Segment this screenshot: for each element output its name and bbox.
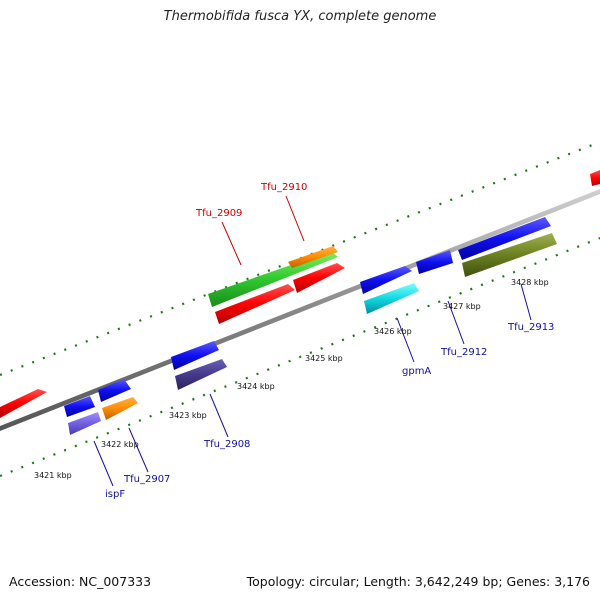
kbp-label: 3422 kbp — [101, 440, 139, 449]
kbp-label: 3423 kbp — [169, 411, 207, 420]
accession-text: Accession: NC_007333 — [9, 574, 152, 589]
gene-lower-row — [68, 233, 557, 435]
kbp-label: 3425 kbp — [305, 354, 343, 363]
gene-block-left-red — [0, 389, 47, 418]
gene-tfu2909-green — [208, 251, 338, 307]
genome-title: Thermobifida fusca YX, complete genome — [163, 9, 437, 24]
genome-backbone — [0, 189, 600, 431]
kbp-scale-labels: 3421 kbp 3422 kbp 3423 kbp 3424 kbp 3425… — [34, 278, 549, 480]
gene-label-tfu2907: Tfu_2907 — [123, 474, 170, 485]
gene-label-tfu2913: Tfu_2913 — [507, 322, 554, 333]
kbp-label: 3428 kbp — [511, 278, 549, 287]
gene-label-tfu2912: Tfu_2912 — [440, 347, 487, 358]
gene-blue-cluster — [64, 217, 551, 417]
kbp-label: 3427 kbp — [443, 302, 481, 311]
gene-label-tfu2910: Tfu_2910 — [260, 182, 307, 193]
gene-name-labels: Tfu_2909 Tfu_2910 ispF Tfu_2907 Tfu_2908… — [105, 182, 554, 500]
gene-label-tfu2909: Tfu_2909 — [195, 208, 242, 219]
gene-tfu2910-orange — [288, 246, 338, 268]
gene-label-ispf: ispF — [105, 489, 125, 500]
gene-red-pair — [215, 263, 345, 324]
kbp-label: 3426 kbp — [374, 327, 412, 336]
kbp-label: 3424 kbp — [237, 382, 275, 391]
gene-right-edge-red — [590, 170, 600, 186]
gene-label-tfu2908: Tfu_2908 — [203, 439, 250, 450]
lower-tick-row — [0, 236, 600, 478]
label-leaders — [93, 195, 532, 487]
gene-label-gpma: gpmA — [402, 366, 431, 377]
kbp-label: 3421 kbp — [34, 471, 72, 480]
topology-text: Topology: circular; Length: 3,642,249 bp… — [246, 574, 590, 589]
